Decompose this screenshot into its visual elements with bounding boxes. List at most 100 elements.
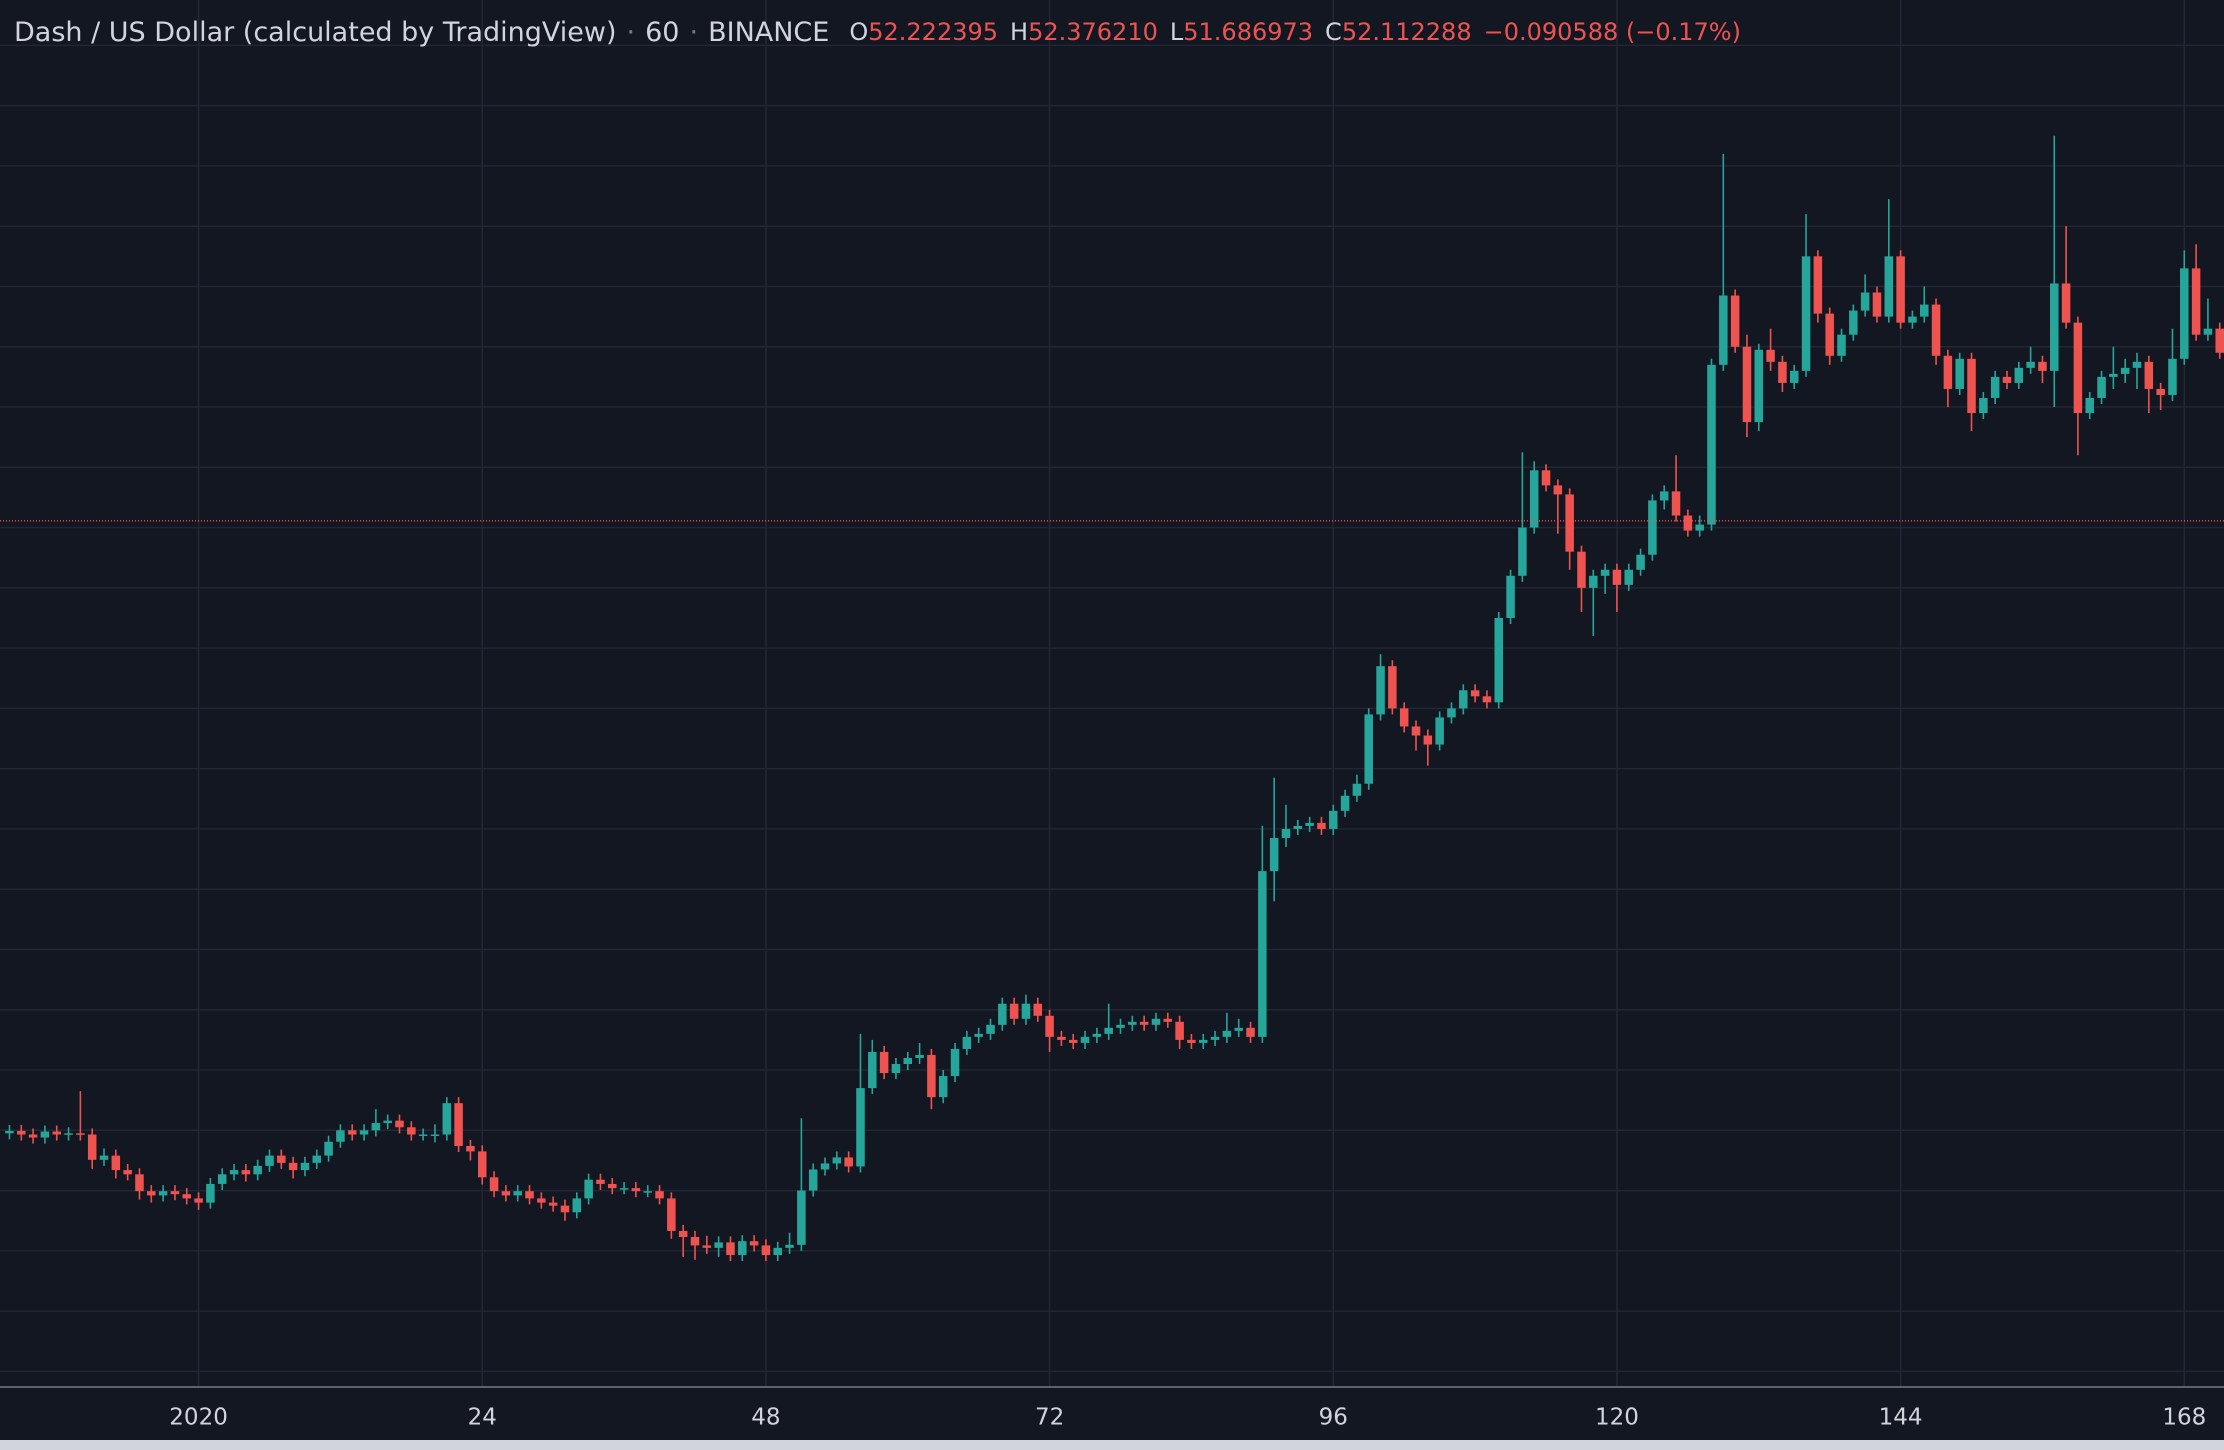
candle-body	[1080, 1036, 1090, 1043]
candle-body	[1624, 569, 1634, 585]
grid	[0, 0, 2224, 1387]
candle-body	[1128, 1021, 1137, 1025]
candle-body	[1329, 810, 1338, 829]
candle-body	[2120, 367, 2130, 374]
candle-body	[2085, 397, 2094, 414]
candle-body	[513, 1191, 522, 1196]
time-axis: 2020 24 48 72 96 120 144 168	[169, 1405, 2206, 1431]
candle-body	[1376, 666, 1385, 715]
candle-body	[1364, 714, 1373, 784]
candle-body	[123, 1170, 132, 1175]
candle-body	[489, 1177, 499, 1192]
candle-body	[2132, 361, 2142, 368]
candle-body	[1648, 500, 1657, 555]
candle-body	[1352, 783, 1362, 796]
candle-body	[655, 1191, 664, 1199]
candle-body	[1009, 1003, 1019, 1019]
candle-body	[1659, 491, 1669, 501]
candle-body	[253, 1165, 262, 1175]
candle-body	[678, 1230, 688, 1237]
candle-body	[773, 1247, 782, 1256]
candle-body	[170, 1191, 180, 1195]
ohlc-value: 52.222395	[868, 18, 998, 46]
candle-body	[1979, 397, 1988, 414]
candle-body	[1919, 304, 1929, 317]
candle-body	[2215, 328, 2224, 353]
candle-body	[1198, 1039, 1208, 1043]
candle-body	[1175, 1021, 1184, 1040]
candle-body	[1258, 871, 1267, 1037]
candle-body	[1896, 256, 1905, 323]
candle-body	[525, 1191, 534, 1199]
candle-body	[1399, 708, 1409, 727]
candle-body	[2026, 361, 2035, 368]
candle-body	[2156, 388, 2165, 395]
candle-body	[1683, 515, 1693, 531]
candle-body	[2203, 328, 2213, 335]
candle-body	[1766, 349, 1775, 362]
candle-body	[1518, 527, 1527, 576]
candle-body	[1801, 256, 1811, 371]
candle-body	[1695, 524, 1704, 531]
candle-body	[182, 1194, 192, 1199]
candle-body	[1210, 1036, 1220, 1040]
candle-body	[2061, 283, 2071, 323]
candle-body	[1116, 1024, 1125, 1028]
candle-body	[608, 1183, 617, 1189]
candle-body	[879, 1051, 889, 1074]
x-tick-label: 144	[1879, 1405, 1923, 1431]
candle-body	[229, 1170, 239, 1175]
candle-body	[1707, 364, 1716, 525]
candle-body	[477, 1151, 487, 1178]
header: Dash / US Dollar (calculated by TradingV…	[14, 17, 1741, 48]
candle-body	[1057, 1036, 1066, 1040]
candle-body	[52, 1131, 61, 1135]
candle-body	[1719, 295, 1728, 365]
ohlc-label: O	[849, 18, 868, 46]
candle-body	[643, 1191, 652, 1193]
candle-body	[1565, 494, 1574, 552]
candle-body	[1187, 1039, 1196, 1043]
candle-body	[1234, 1027, 1243, 1031]
candle-body	[761, 1245, 771, 1256]
candle-body	[1789, 370, 1799, 383]
candle-body	[1506, 575, 1515, 618]
candle-body	[2038, 361, 2047, 371]
candle-body	[2050, 283, 2059, 371]
candle-body	[87, 1134, 97, 1160]
candle-body	[1955, 358, 1964, 389]
ohlc-label: L	[1170, 18, 1184, 46]
interval: 60	[645, 17, 679, 48]
candle-body	[1447, 708, 1456, 718]
candle-body	[2109, 373, 2118, 377]
candle-body	[2180, 268, 2189, 359]
candle-body	[418, 1134, 428, 1137]
candle-body	[572, 1198, 582, 1213]
candle-body	[1340, 795, 1350, 811]
candle-body	[336, 1130, 345, 1142]
candle-body	[1092, 1033, 1102, 1037]
candle-body	[347, 1130, 357, 1135]
candle-body	[950, 1048, 960, 1077]
candle-body	[1553, 485, 1563, 495]
candle-body	[206, 1183, 215, 1203]
candle-body	[1470, 690, 1480, 697]
separator: ·	[689, 17, 698, 48]
candle-body	[1589, 575, 1598, 588]
candle-body	[702, 1245, 712, 1248]
candle-body	[40, 1131, 50, 1138]
candle-body	[1269, 837, 1279, 872]
candle-body	[986, 1024, 995, 1034]
candle-body	[288, 1162, 298, 1171]
candle-body	[147, 1191, 156, 1196]
candle-body	[808, 1169, 818, 1191]
candle-body	[596, 1179, 605, 1184]
candle-body	[726, 1242, 735, 1256]
candle-body	[738, 1241, 747, 1256]
candle-body	[395, 1120, 404, 1128]
candle-body	[442, 1103, 452, 1135]
candle-body	[359, 1130, 369, 1135]
